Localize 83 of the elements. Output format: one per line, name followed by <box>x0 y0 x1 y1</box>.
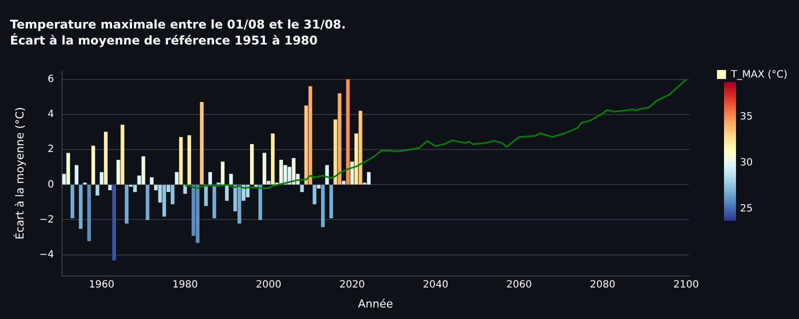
bar <box>292 158 296 185</box>
bar <box>321 184 325 228</box>
bar <box>270 134 275 185</box>
bar <box>325 165 329 185</box>
bar <box>200 102 204 185</box>
bar <box>334 120 338 185</box>
x-tick-label: 1960 <box>88 279 114 290</box>
bar <box>96 184 100 196</box>
bar <box>179 137 183 185</box>
bar <box>146 184 150 220</box>
bar <box>91 146 96 185</box>
bar <box>266 180 270 185</box>
y-tick-label: −4 <box>39 249 54 260</box>
bar <box>208 172 212 185</box>
bar <box>62 174 66 185</box>
bar <box>162 184 166 217</box>
bar <box>238 184 242 224</box>
bar <box>204 184 208 206</box>
bar <box>116 160 120 185</box>
y-tick-label: −2 <box>39 214 54 226</box>
y-tick-label: 6 <box>48 74 54 86</box>
bar <box>133 184 137 192</box>
bar <box>366 172 371 185</box>
color-bar-label: 30 <box>740 158 753 169</box>
y-tick-label: 0 <box>48 179 54 190</box>
y-tick-label: 2 <box>48 144 54 156</box>
x-tick-label: 2100 <box>673 279 699 290</box>
bar <box>100 172 104 185</box>
bar <box>166 184 170 192</box>
bar <box>150 177 154 185</box>
color-bar-label: 25 <box>740 204 753 215</box>
bar <box>196 184 200 243</box>
bar <box>229 174 233 185</box>
bar <box>288 166 292 185</box>
bar <box>87 184 91 242</box>
bar <box>354 134 358 185</box>
bar <box>154 184 158 190</box>
bar <box>220 162 224 185</box>
bar <box>78 184 83 229</box>
bar <box>250 144 254 185</box>
chart-subtitle: Écart à la moyenne de référence 1951 à 1980 <box>10 32 318 48</box>
bar <box>225 184 229 201</box>
bar <box>262 152 266 185</box>
bar <box>279 160 283 185</box>
bar <box>316 184 321 189</box>
bar <box>170 184 174 204</box>
y-tick-label: 4 <box>48 109 54 120</box>
bar <box>233 184 238 212</box>
bar <box>308 86 312 185</box>
x-axis-title: Année <box>358 297 394 310</box>
y-axis-title: Écart à la moyenne (°C) <box>12 107 26 240</box>
bar <box>108 184 112 190</box>
bar <box>212 184 216 218</box>
x-tick-label: 1980 <box>172 279 198 290</box>
bar <box>142 156 146 185</box>
bar <box>346 79 350 185</box>
x-tick-label: 2000 <box>256 279 282 290</box>
bar <box>187 135 192 185</box>
bar <box>70 184 74 218</box>
color-bar-label: 35 <box>740 112 753 123</box>
bar <box>338 93 342 185</box>
bar <box>120 124 124 185</box>
bar <box>174 172 179 185</box>
bar <box>258 184 262 220</box>
legend-label: T_MAX (°C) <box>730 70 788 81</box>
bar <box>304 106 308 185</box>
bar <box>137 176 142 185</box>
bar <box>358 110 362 185</box>
bar <box>74 165 78 185</box>
x-tick-label: 2080 <box>590 279 616 290</box>
chart-title: Temperature maximale entre le 01/08 et le 31/08. <box>10 17 346 32</box>
bar <box>66 152 70 185</box>
bar <box>300 184 304 192</box>
bar <box>158 184 162 203</box>
bar <box>124 184 128 224</box>
bar <box>342 180 346 185</box>
bar <box>312 184 316 204</box>
bar <box>329 184 334 218</box>
bar <box>104 132 108 185</box>
x-tick-label: 2040 <box>422 279 448 290</box>
bar <box>112 184 116 260</box>
x-tick-label: 2020 <box>339 279 365 290</box>
x-tick-label: 2060 <box>506 279 532 290</box>
